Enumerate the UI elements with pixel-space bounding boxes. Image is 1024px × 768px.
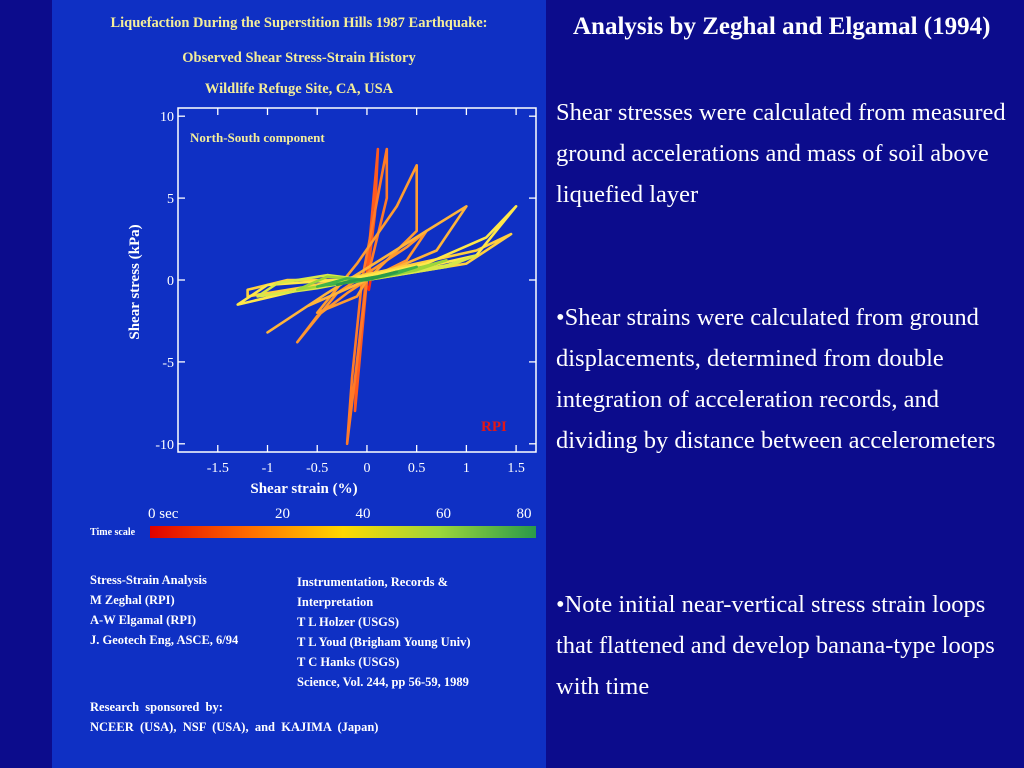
hysteresis-loop-12 xyxy=(335,270,399,287)
x-tick-label: 1.5 xyxy=(507,461,524,476)
x-tick-label: -1 xyxy=(262,461,274,476)
x-tick-label: -1.5 xyxy=(207,461,229,476)
credits-instrumentation: Instrumentation, Records & Interpretatio… xyxy=(297,575,471,689)
hysteresis-loop-8 xyxy=(236,205,518,306)
y-tick-label: 0 xyxy=(167,274,174,289)
y-tick-label: -10 xyxy=(155,438,174,453)
time-scale-tick: 60 xyxy=(436,506,451,522)
figure-title-line-3: Wildlife Refuge Site, CA, USA xyxy=(204,81,394,97)
figure-image: Liquefaction During the Superstition Hil… xyxy=(52,0,546,768)
hysteresis-loop-5 xyxy=(315,164,419,315)
component-label: North-South component xyxy=(190,130,325,145)
y-tick-label: -5 xyxy=(162,356,174,371)
hysteresis-loop-3 xyxy=(345,147,389,446)
figure-title-line-1: Liquefaction During the Superstition Hil… xyxy=(110,15,488,31)
slide-heading: Analysis by Zeghal and Elgamal (1994) xyxy=(573,13,991,40)
credits-analysis: Stress-Strain Analysis M Zeghal (RPI) A-… xyxy=(90,573,239,647)
hysteresis-loop-6 xyxy=(266,205,468,334)
bullet-banana-loops: •Note initial near-vertical stress strai… xyxy=(556,591,995,700)
y-tick-label: 5 xyxy=(167,192,174,207)
x-axis-label: Shear strain (%) xyxy=(250,481,357,497)
bullet-shear-strain: •Shear strains were calculated from grou… xyxy=(556,304,996,454)
rpi-badge: RPI xyxy=(481,419,507,435)
hysteresis-loop-11 xyxy=(315,265,419,288)
y-axis-label: Shear stress (kPa) xyxy=(127,224,143,339)
stress-strain-chart: 10 5 0 -5 -10 -1.5 -1 -0.5 0 0.5 1 1.5 Shear stres… xyxy=(90,107,537,538)
time-scale-tick: 80 xyxy=(517,506,532,522)
time-scale-tick: 20 xyxy=(275,506,290,522)
figure-title-line-2: Observed Shear Stress-Strain History xyxy=(182,50,416,66)
x-tick-label: 1 xyxy=(463,461,470,476)
y-tick-label: 10 xyxy=(160,110,174,125)
paragraph-shear-stress: Shear stresses were calculated from meas… xyxy=(556,99,1006,208)
time-scale-tick: 0 sec xyxy=(148,506,179,522)
time-scale-tick: 40 xyxy=(356,506,371,522)
credits-sponsor: Research sponsored by: NCEER (USA), NSF … xyxy=(90,700,379,734)
x-tick-label: 0 xyxy=(363,461,370,476)
x-tick-label: 0.5 xyxy=(408,461,426,476)
time-scale-bar xyxy=(150,526,536,538)
time-scale-label: Time scale xyxy=(90,527,136,538)
x-tick-label: -0.5 xyxy=(306,461,328,476)
